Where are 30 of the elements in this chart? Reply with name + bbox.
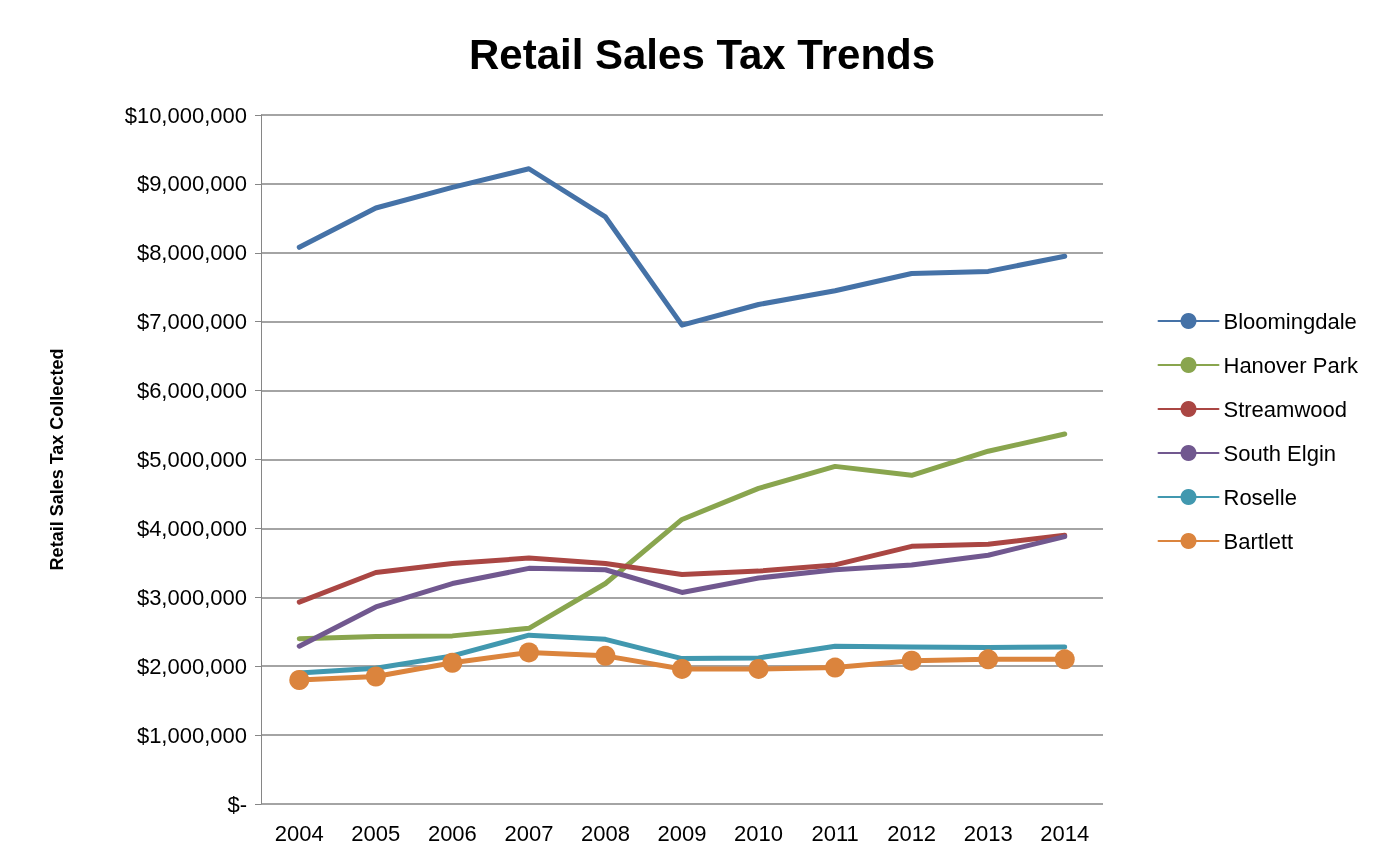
- y-tick-label: $2,000,000: [136, 653, 247, 679]
- y-tick-label: $5,000,000: [136, 447, 247, 472]
- legend-label: Roselle: [1223, 484, 1297, 510]
- y-tick-label: $10,000,000: [124, 102, 247, 128]
- legend-label: Bartlett: [1223, 528, 1294, 554]
- y-tick-label: $4,000,000: [136, 515, 247, 541]
- legend-label: Hanover Park: [1223, 352, 1359, 378]
- x-tick-label: 2009: [657, 820, 707, 846]
- y-tick-label: $9,000,000: [136, 171, 247, 197]
- x-tick-label: 2006: [427, 820, 477, 846]
- legend-label: South Elgin: [1223, 440, 1337, 466]
- x-tick-label: 2007: [504, 820, 554, 846]
- y-tick-label: $7,000,000: [136, 309, 247, 335]
- y-tick-label: $8,000,000: [136, 240, 247, 266]
- x-tick-label: 2005: [351, 820, 401, 846]
- legend-label: Bloomingdale: [1223, 308, 1357, 334]
- y-tick-label: $3,000,000: [136, 584, 247, 610]
- y-tick-label: $-: [227, 791, 247, 817]
- y-tick-label: $1,000,000: [136, 722, 247, 748]
- x-tick-label: 2013: [963, 820, 1013, 846]
- x-tick-label: 2012: [887, 820, 937, 846]
- x-tick-label: 2004: [274, 820, 324, 846]
- legend-label: Streamwood: [1223, 396, 1348, 422]
- y-tick-label: $6,000,000: [136, 378, 247, 404]
- x-tick-label: 2010: [734, 820, 784, 846]
- chart-title: Retail Sales Tax Trends: [468, 30, 936, 78]
- x-tick-label: 2011: [811, 820, 859, 846]
- y-axis-title: Retail Sales Tax Collected: [47, 348, 67, 571]
- x-tick-label: 2008: [580, 820, 630, 846]
- x-tick-label: 2014: [1040, 820, 1090, 846]
